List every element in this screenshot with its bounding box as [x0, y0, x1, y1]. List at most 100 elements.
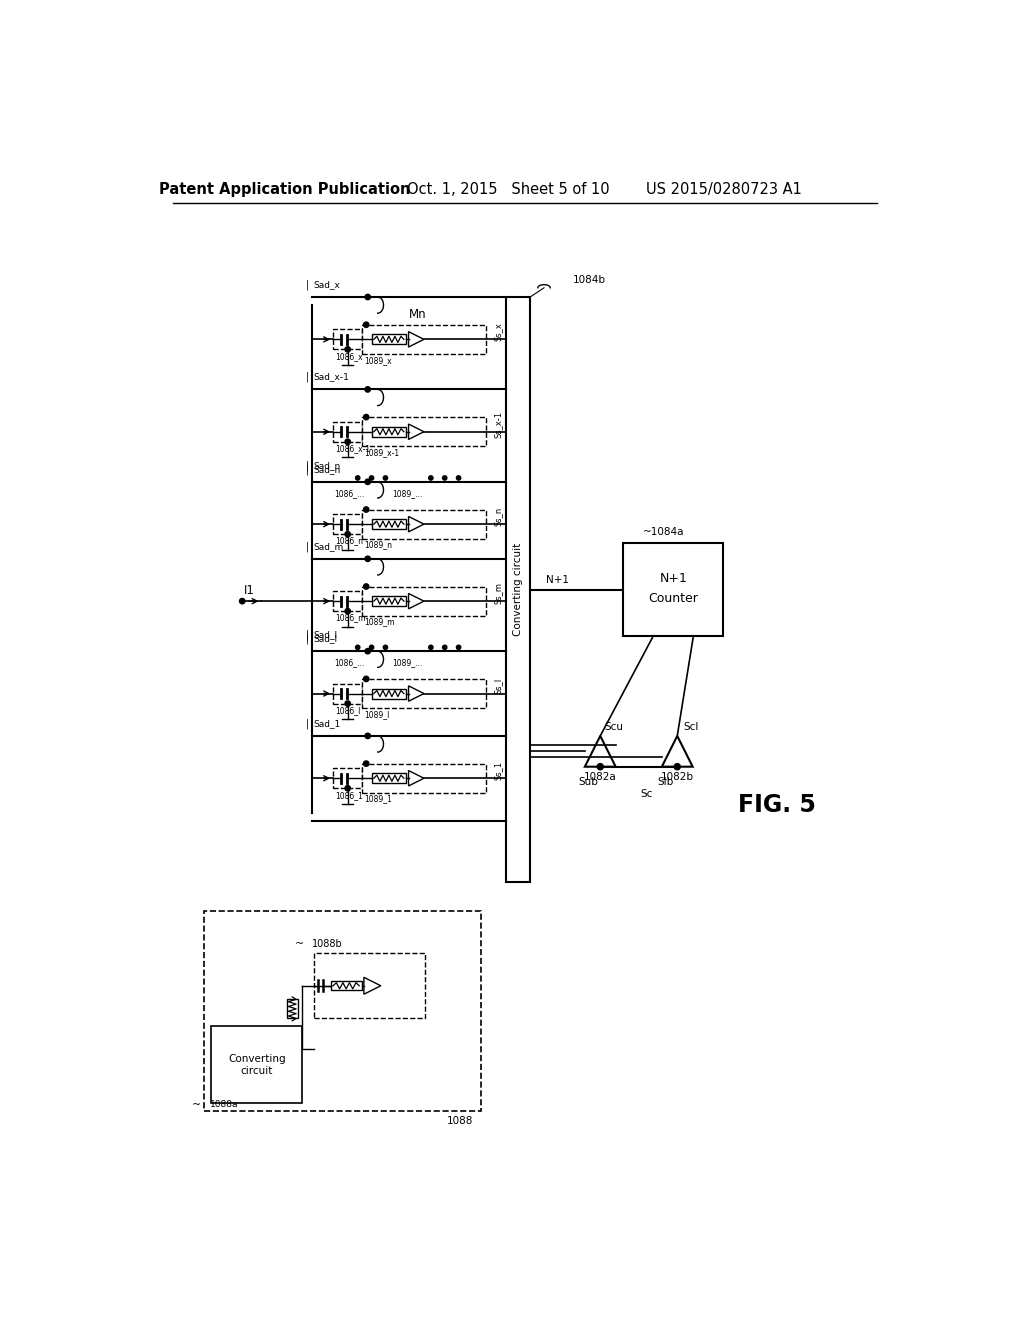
Bar — [313, 953, 425, 1019]
Circle shape — [364, 760, 369, 767]
Text: 1088: 1088 — [446, 1115, 473, 1126]
Circle shape — [365, 294, 371, 300]
Bar — [362, 325, 485, 354]
Bar — [362, 586, 485, 615]
Bar — [211, 1026, 302, 1104]
Text: 1084b: 1084b — [572, 275, 605, 285]
Text: FIG. 5: FIG. 5 — [738, 793, 816, 817]
Text: Sad_x: Sad_x — [313, 280, 340, 289]
Bar — [333, 684, 362, 704]
Text: Converting: Converting — [228, 1055, 286, 1064]
Bar — [372, 426, 407, 437]
Circle shape — [364, 322, 369, 327]
Text: 1086_m: 1086_m — [336, 614, 366, 623]
Bar — [333, 330, 362, 350]
Bar — [372, 689, 407, 698]
Text: Slb: Slb — [657, 777, 674, 787]
Polygon shape — [662, 737, 692, 767]
Text: Converting circuit: Converting circuit — [513, 543, 523, 636]
Text: Mn: Mn — [409, 308, 427, 321]
Text: ~: ~ — [193, 1100, 202, 1110]
Bar — [362, 678, 485, 708]
Polygon shape — [585, 737, 615, 767]
Text: Scl: Scl — [683, 722, 698, 731]
Circle shape — [383, 475, 388, 480]
Text: Sad_m: Sad_m — [313, 543, 343, 550]
Text: |: | — [306, 630, 309, 640]
Bar — [287, 999, 298, 1019]
Circle shape — [383, 645, 388, 649]
Circle shape — [364, 583, 369, 589]
Text: 1086_n: 1086_n — [336, 537, 364, 545]
Circle shape — [442, 645, 446, 649]
Text: ~: ~ — [295, 939, 304, 949]
Bar — [333, 422, 362, 442]
Text: |: | — [306, 372, 309, 383]
Bar — [372, 519, 407, 529]
Circle shape — [370, 475, 374, 480]
Text: 1086_...: 1086_... — [335, 488, 365, 498]
Polygon shape — [364, 977, 381, 994]
Text: Sc: Sc — [640, 788, 652, 799]
Circle shape — [457, 475, 461, 480]
Text: Oct. 1, 2015   Sheet 5 of 10: Oct. 1, 2015 Sheet 5 of 10 — [407, 182, 609, 197]
Text: 1086_...: 1086_... — [335, 659, 365, 667]
Circle shape — [429, 475, 433, 480]
Bar — [362, 417, 485, 446]
Circle shape — [345, 532, 350, 537]
Polygon shape — [409, 594, 424, 609]
Circle shape — [442, 475, 446, 480]
Text: Sad_l: Sad_l — [313, 635, 337, 643]
Text: |: | — [306, 465, 309, 475]
Text: Patent Application Publication: Patent Application Publication — [159, 182, 411, 197]
Text: 1088b: 1088b — [312, 939, 343, 949]
Text: 1089_...: 1089_... — [392, 659, 423, 667]
Text: Scu: Scu — [604, 722, 624, 731]
Text: Sub: Sub — [579, 777, 599, 787]
Text: 1089_...: 1089_... — [392, 488, 423, 498]
Text: 1089_1: 1089_1 — [365, 795, 392, 804]
Bar — [372, 334, 407, 345]
Polygon shape — [409, 771, 424, 785]
Text: Sad_l: Sad_l — [313, 631, 337, 639]
Text: Sad_1: Sad_1 — [313, 719, 340, 729]
Text: Ss_m: Ss_m — [494, 582, 503, 605]
Text: 1086_l: 1086_l — [336, 706, 360, 715]
Circle shape — [364, 414, 369, 420]
Bar — [624, 544, 724, 636]
Circle shape — [345, 347, 350, 352]
Circle shape — [345, 440, 350, 445]
Circle shape — [355, 475, 359, 480]
Text: N+1: N+1 — [659, 572, 687, 585]
Text: |: | — [306, 280, 309, 290]
Text: |: | — [306, 461, 309, 471]
Text: |: | — [306, 634, 309, 644]
Text: circuit: circuit — [241, 1065, 273, 1076]
Circle shape — [429, 645, 433, 649]
Bar — [333, 591, 362, 611]
Text: 1089_l: 1089_l — [365, 710, 390, 719]
Text: 1082a: 1082a — [584, 772, 616, 783]
Text: 1089_x-1: 1089_x-1 — [365, 447, 399, 457]
Bar — [204, 911, 481, 1111]
Bar — [372, 597, 407, 606]
Text: 1086_x: 1086_x — [336, 352, 362, 360]
Text: |: | — [306, 718, 309, 729]
Circle shape — [345, 701, 350, 706]
Circle shape — [365, 479, 371, 484]
Circle shape — [240, 598, 245, 603]
Text: 1082b: 1082b — [660, 772, 693, 783]
Text: Ss_l: Ss_l — [494, 677, 503, 694]
Polygon shape — [409, 424, 424, 440]
Polygon shape — [409, 686, 424, 701]
Text: Ss_1: Ss_1 — [494, 762, 503, 780]
Circle shape — [365, 648, 371, 653]
Bar — [362, 510, 485, 539]
Circle shape — [365, 387, 371, 392]
Text: 1089_x: 1089_x — [365, 355, 392, 364]
Text: 1086_1: 1086_1 — [336, 791, 364, 800]
Bar — [331, 981, 361, 990]
Bar — [506, 297, 530, 882]
Circle shape — [365, 733, 371, 739]
Circle shape — [345, 609, 350, 614]
